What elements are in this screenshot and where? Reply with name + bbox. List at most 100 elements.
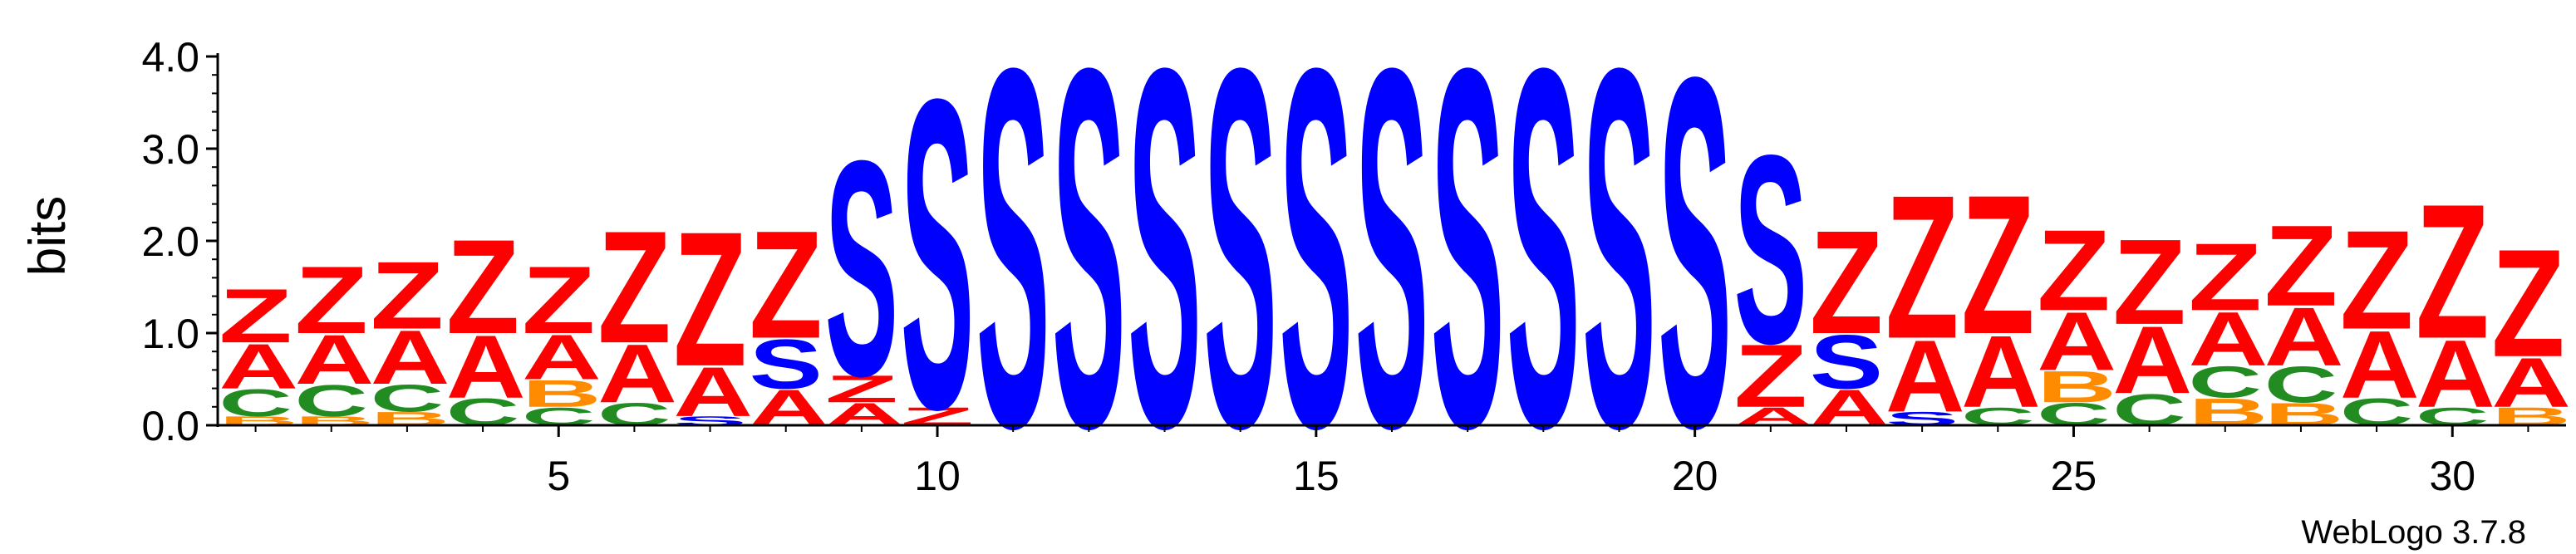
logo-letter-A: A <box>2416 321 2495 428</box>
logo-letter-S: S <box>825 96 898 439</box>
logo-letter-Z: Z <box>446 211 519 361</box>
y-axis-title: bits <box>19 196 76 276</box>
logo-letter-A: A <box>2037 295 2116 388</box>
logo-column: CAZ <box>2416 164 2495 431</box>
logo-letter-A: A <box>1961 315 2041 429</box>
logo-letter-B: B <box>2037 362 2116 412</box>
logo-column: S <box>1052 0 1125 534</box>
logo-letter-S: S <box>1810 320 1883 405</box>
x-tick-label: 5 <box>547 453 570 499</box>
logo-letter-S: S <box>1355 0 1428 534</box>
x-ticks: 5 10 15 20 25 30 <box>254 425 2529 499</box>
logo-column: AZS <box>1734 100 1814 430</box>
logo-letter-C: C <box>295 375 368 425</box>
logo-letter-A: A <box>2189 297 2269 382</box>
y-tick-label: 4.0 <box>141 34 199 81</box>
x-tick-label: 20 <box>1672 453 1718 499</box>
logo-letter-S: S <box>976 0 1050 534</box>
logo-letter-A: A <box>2340 311 2420 419</box>
logo-letter-Z: Z <box>2340 202 2413 359</box>
logo-letter-A: A <box>371 316 450 401</box>
logo-letter-A: A <box>446 316 526 417</box>
logo-letter-Z: Z <box>2416 164 2489 379</box>
logo-letter-Z: Z <box>2264 202 2338 331</box>
logo-column: SAZ <box>1885 152 1965 434</box>
x-tick-label: 25 <box>2051 453 2097 499</box>
logo-letter-A: A <box>2491 343 2571 422</box>
logo-letter-A: A <box>1810 379 1890 436</box>
logo-letter-C: C <box>2264 355 2338 413</box>
logo-column: S <box>1280 0 1353 534</box>
logo-letter-A: A <box>219 331 298 402</box>
logo-letter-A: A <box>2264 290 2344 383</box>
logo-column: SAZ <box>673 191 753 431</box>
logo-letter-S: S <box>1052 0 1125 534</box>
logo-letter-A: A <box>673 352 753 431</box>
logo-letter-A: A <box>295 320 375 399</box>
weblogo-credit: WebLogo 3.7.8 <box>2301 514 2526 551</box>
logo-column: S <box>1431 0 1504 534</box>
logo-column: CAZ <box>1961 153 2041 430</box>
x-tick-label: 10 <box>914 453 961 499</box>
logo-letter-C: C <box>219 381 292 424</box>
logo-column: S <box>1355 0 1428 534</box>
logo-column: AZS <box>825 96 905 439</box>
x-tick-label: 30 <box>2429 453 2475 499</box>
logo-letter-A: A <box>522 321 602 393</box>
logo-letter-S: S <box>1658 0 1731 532</box>
logo-letter-B: B <box>2189 391 2269 434</box>
logo-letter-C: C <box>371 376 444 419</box>
logo-letter-Z: Z <box>1810 201 1883 365</box>
logo-letter-Z: Z <box>371 241 444 349</box>
logo-letter-S: S <box>1507 0 1580 534</box>
y-tick-label: 0.0 <box>141 403 199 449</box>
logo-column: ZS <box>901 8 974 502</box>
logo-letter-S: S <box>1280 0 1353 534</box>
logo-letter-B: B <box>522 372 602 415</box>
logo-letter-Z: Z <box>1734 326 1807 427</box>
logo-letter-S: S <box>1582 0 1655 534</box>
logo-letter-A: A <box>749 379 828 436</box>
logo-letter-Z: Z <box>219 272 292 359</box>
logo-letter-Z: Z <box>673 191 746 406</box>
logo-letter-Z: Z <box>1961 153 2034 375</box>
logo-letter-Z: Z <box>295 246 368 354</box>
logo-letter-S: S <box>1203 0 1276 534</box>
logo-column: ASZ <box>749 200 828 437</box>
logo-column: S <box>1658 0 1731 532</box>
logo-letter-Z: Z <box>825 367 898 410</box>
logo-letter-S: S <box>749 325 822 404</box>
logo-column: S <box>1507 0 1580 534</box>
logo-letter-A: A <box>2112 306 2192 414</box>
logo-letter-Z: Z <box>2037 207 2110 336</box>
logo-column: CAZ <box>446 211 526 434</box>
logo-column: S <box>1582 0 1655 534</box>
y-ticks: 0.0 1.0 2.0 3.0 4.0 <box>141 34 218 449</box>
logo-letter-S: S <box>1431 0 1504 534</box>
logo-letter-Z: Z <box>1885 152 1959 381</box>
logo-letter-A: A <box>597 327 677 420</box>
logo-letter-Z: Z <box>2112 213 2185 350</box>
y-tick-label: 1.0 <box>141 311 199 357</box>
logo-letter-S: S <box>901 8 974 502</box>
logo-letter-S: S <box>1734 100 1807 400</box>
logo-column: S <box>976 0 1050 534</box>
logo-column: S <box>1203 0 1276 534</box>
x-tick-label: 15 <box>1293 453 1340 499</box>
logo-column: BAZ <box>2491 218 2571 431</box>
logo-column: CAZ <box>597 199 677 432</box>
logo-letter-Z: Z <box>2491 218 2564 390</box>
logo-letter-Z: Z <box>2189 223 2262 331</box>
logo-letter-S: S <box>1128 0 1201 534</box>
logo-letter-Z: Z <box>597 199 671 377</box>
logo-letter-C: C <box>2189 357 2262 407</box>
logo-letter-Z: Z <box>749 200 822 371</box>
